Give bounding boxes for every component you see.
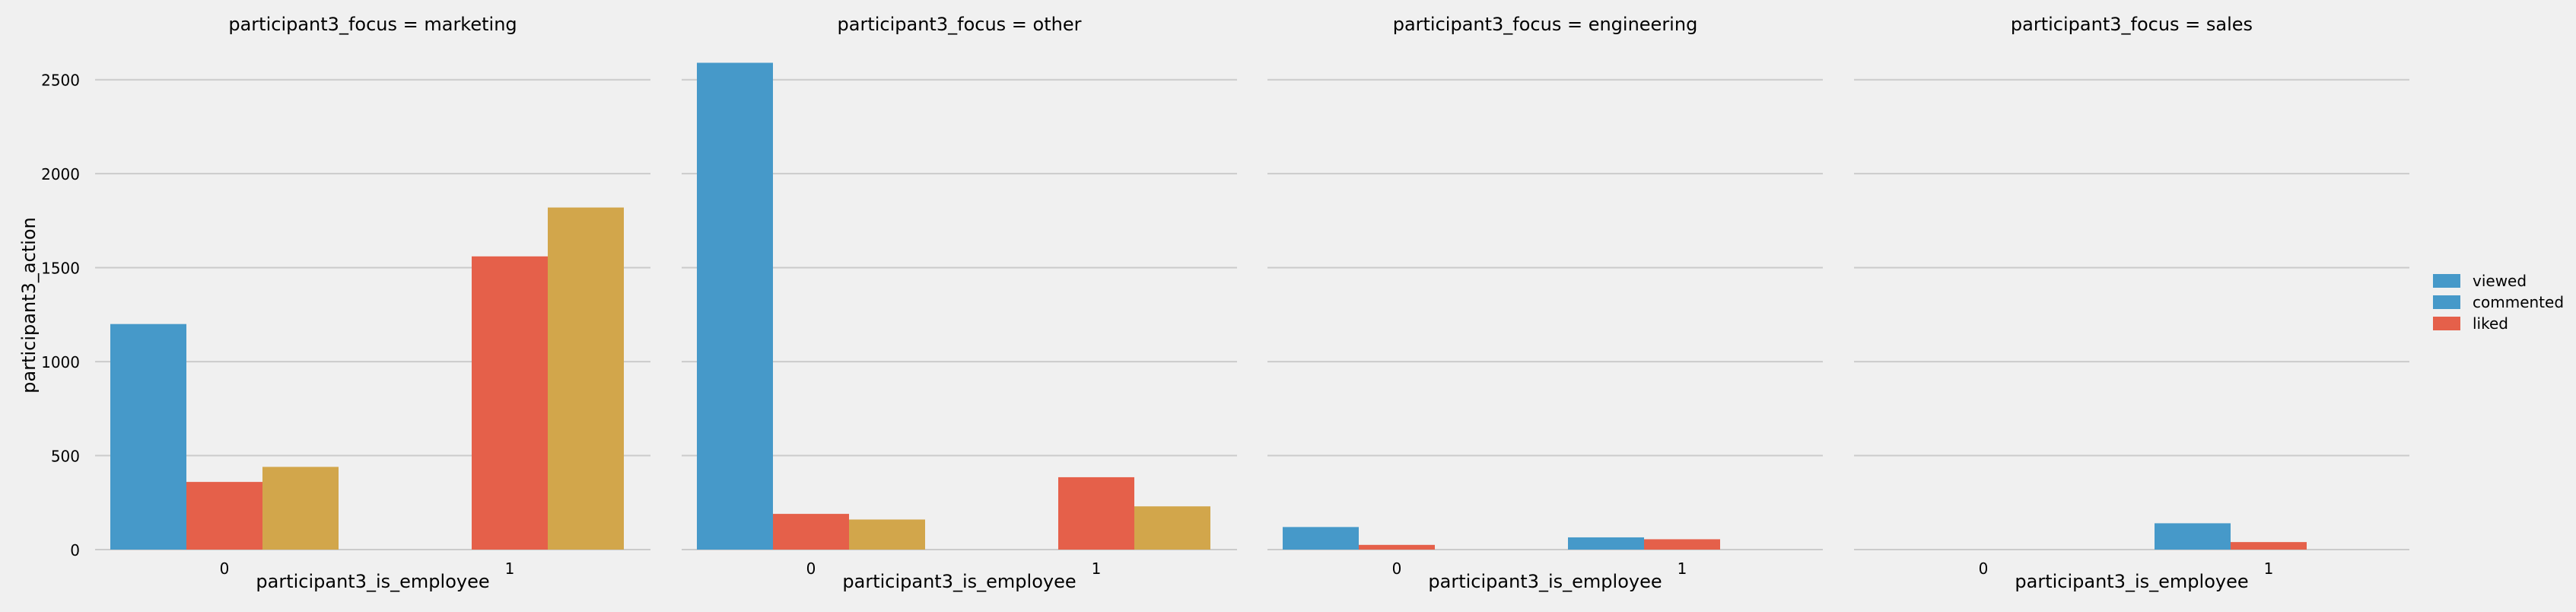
bar-commented — [1058, 477, 1134, 550]
legend-swatch — [2433, 317, 2460, 330]
x-tick-label: 0 — [220, 559, 230, 578]
bar-liked — [548, 207, 624, 550]
x-axis-label: participant3_is_employee — [1428, 571, 1662, 592]
bar-viewed — [2155, 523, 2231, 550]
facet-title: participant3_focus = engineering — [1393, 14, 1698, 35]
y-tick-label: 2000 — [41, 165, 80, 183]
bar-commented — [472, 256, 548, 550]
legend-label: commented — [2473, 293, 2564, 311]
legend-swatch — [2433, 274, 2460, 288]
y-tick-label: 1000 — [41, 353, 80, 371]
y-tick-label: 2500 — [41, 72, 80, 90]
facet-title: participant3_focus = sales — [2011, 14, 2253, 35]
facet-title: participant3_focus = marketing — [228, 14, 517, 35]
x-tick-label: 1 — [1678, 559, 1687, 578]
legend-label: liked — [2473, 314, 2508, 333]
x-axis-label: participant3_is_employee — [256, 571, 489, 592]
x-tick-label: 1 — [505, 559, 515, 578]
facet-title: participant3_focus = other — [838, 14, 1082, 35]
bar-commented — [186, 482, 262, 550]
legend-label: viewed — [2473, 272, 2527, 290]
bar-commented — [1644, 539, 1720, 550]
bar-viewed — [1283, 527, 1359, 550]
x-tick-label: 1 — [2264, 559, 2274, 578]
y-axis-label: participant3_action — [18, 217, 40, 393]
bar-commented — [2231, 542, 2307, 550]
bar-viewed — [110, 324, 186, 550]
bar-liked — [262, 467, 339, 550]
x-axis-label: participant3_is_employee — [842, 571, 1076, 592]
x-tick-label: 1 — [1092, 559, 1102, 578]
bar-viewed — [1568, 537, 1644, 550]
y-tick-label: 1500 — [41, 260, 80, 278]
bar-viewed — [697, 62, 773, 550]
legend-swatch — [2433, 295, 2460, 309]
y-tick-label: 500 — [51, 448, 80, 466]
x-tick-label: 0 — [1392, 559, 1402, 578]
bar-liked — [849, 519, 925, 550]
bar-liked — [1134, 506, 1210, 550]
x-tick-label: 0 — [806, 559, 816, 578]
x-axis-label: participant3_is_employee — [2015, 571, 2248, 592]
bar-commented — [1359, 544, 1435, 550]
y-tick-label: 0 — [70, 541, 80, 559]
bar-commented — [773, 514, 849, 550]
x-tick-label: 0 — [1979, 559, 1989, 578]
